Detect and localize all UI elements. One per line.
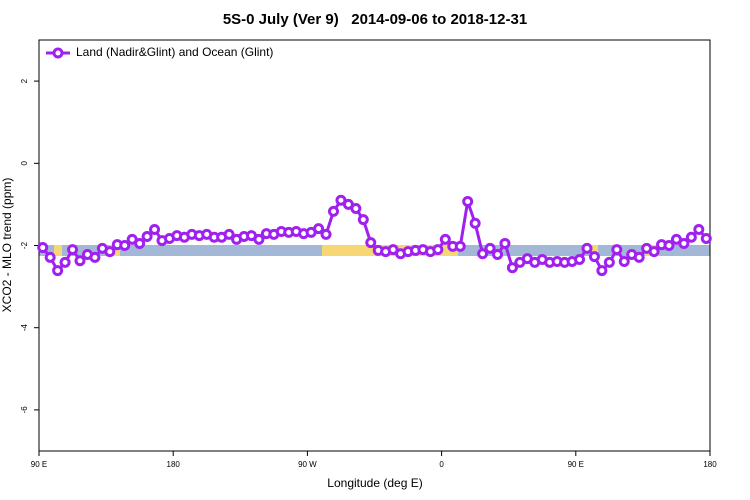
point (506, 262, 518, 274)
point (663, 240, 675, 251)
y-tick-label: -4 (20, 324, 29, 332)
point (357, 214, 369, 226)
land-band (54, 245, 62, 256)
point (141, 230, 153, 242)
x-axis-label: Longitude (deg E) (327, 476, 422, 490)
point (618, 256, 630, 268)
point (52, 265, 64, 277)
point (678, 237, 690, 249)
point (327, 205, 339, 217)
point (581, 242, 593, 254)
point (588, 251, 600, 263)
y-axis-label: XCO2 - MLO trend (ppm) (0, 178, 14, 313)
x-tick-label: 180 (703, 460, 717, 469)
point (432, 244, 444, 256)
point (462, 196, 474, 208)
point (477, 248, 489, 260)
point (350, 203, 362, 215)
point (596, 265, 608, 277)
point (44, 251, 56, 263)
chart-title: 5S-0 July (Ver 9) 2014-09-06 to 2018-12-… (223, 11, 527, 28)
point (611, 244, 623, 256)
point (365, 237, 377, 249)
y-tick-label: 2 (20, 78, 29, 83)
point (633, 251, 645, 263)
x-tick-label: 180 (167, 460, 181, 469)
x-tick-label: 0 (439, 460, 444, 469)
y-tick-label: 0 (20, 161, 29, 166)
point (499, 237, 511, 249)
point (454, 240, 466, 252)
x-tick-label: 90 E (31, 460, 47, 469)
point (648, 246, 660, 258)
point (59, 256, 71, 268)
point (320, 228, 332, 240)
point (693, 223, 705, 235)
point (484, 242, 496, 254)
point (134, 237, 146, 249)
x-tick-label: 90 W (298, 460, 317, 469)
legend-label: Land (Nadir&Glint) and Ocean (Glint) (76, 45, 273, 59)
point (253, 233, 265, 245)
point (492, 249, 504, 261)
land-band (589, 245, 598, 256)
x-tick-label: 90 E (568, 460, 584, 469)
point (119, 240, 131, 251)
point (104, 246, 116, 258)
y-tick-label: -2 (20, 241, 29, 249)
point (574, 253, 586, 265)
point (603, 256, 615, 268)
point (700, 233, 712, 245)
point (313, 223, 325, 235)
point (37, 242, 49, 254)
point (469, 217, 481, 229)
point (149, 223, 161, 235)
legend-marker (52, 47, 64, 59)
point (67, 244, 79, 256)
point (685, 231, 697, 243)
point (89, 251, 101, 263)
y-tick-label: -6 (20, 406, 29, 414)
point (74, 255, 86, 267)
point (223, 228, 235, 240)
point (439, 233, 451, 245)
